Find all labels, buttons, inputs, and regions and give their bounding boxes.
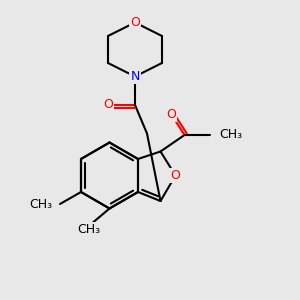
Text: O: O	[171, 169, 180, 182]
Text: CH₃: CH₃	[219, 128, 242, 142]
Text: O: O	[166, 107, 176, 121]
Text: O: O	[130, 16, 140, 29]
Text: CH₃: CH₃	[77, 223, 100, 236]
Text: N: N	[130, 70, 140, 83]
Text: CH₃: CH₃	[29, 197, 52, 211]
Text: O: O	[103, 98, 113, 112]
